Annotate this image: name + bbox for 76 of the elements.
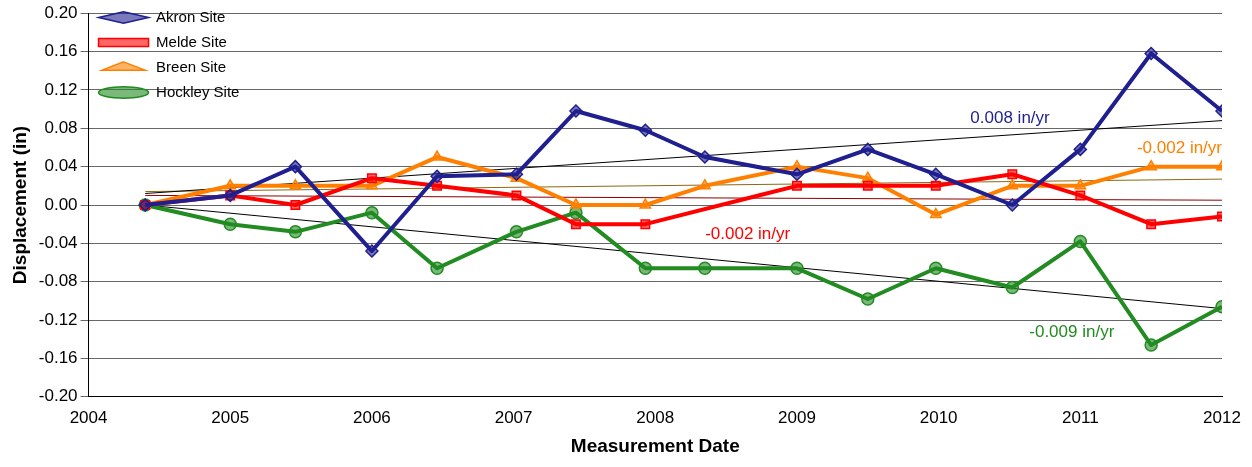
point <box>1146 219 1157 230</box>
point <box>639 198 652 209</box>
point <box>569 104 583 118</box>
point <box>638 261 653 276</box>
point <box>509 225 524 239</box>
y-tick-label: -0.20 <box>38 386 78 406</box>
y-tick-label: -0.12 <box>38 309 78 329</box>
point <box>1007 169 1018 180</box>
point <box>223 217 237 231</box>
point <box>1075 190 1086 201</box>
x-tick-label: 2008 <box>636 407 675 427</box>
point <box>431 150 444 161</box>
y-axis-title: Displacement (in) <box>8 125 30 285</box>
point <box>929 207 942 219</box>
point <box>1005 280 1020 295</box>
point <box>1144 338 1158 352</box>
point <box>432 180 443 191</box>
legend-label: Melde Site <box>156 32 227 50</box>
point <box>861 292 875 306</box>
y-tick-label: 0.12 <box>44 79 78 99</box>
point <box>1145 159 1158 171</box>
point <box>929 261 943 276</box>
point <box>1073 142 1088 157</box>
annotation: 0.008 in/yr <box>970 107 1051 127</box>
point <box>430 169 444 183</box>
point <box>698 179 711 190</box>
x-tick-label: 2011 <box>1062 407 1099 427</box>
point <box>791 180 802 191</box>
point <box>289 179 302 190</box>
annotation: -0.002 in/yr <box>705 223 791 243</box>
y-tick-label: 0.00 <box>44 194 78 214</box>
point <box>224 179 237 190</box>
point <box>288 225 303 239</box>
point <box>862 180 873 191</box>
x-tick-label: 2004 <box>69 407 108 427</box>
point <box>640 219 651 230</box>
legend-label: Breen Site <box>156 57 227 75</box>
point <box>861 142 875 157</box>
y-tick-label: 0.16 <box>44 41 78 61</box>
point <box>1006 179 1019 190</box>
x-tick-label: 2005 <box>211 407 250 427</box>
point <box>290 200 301 210</box>
y-tick-label: -0.16 <box>38 348 78 368</box>
point <box>570 219 581 230</box>
point <box>790 261 804 276</box>
y-tick-label: -0.04 <box>38 233 78 253</box>
point <box>929 167 943 182</box>
point <box>365 244 379 258</box>
point <box>511 190 522 201</box>
point <box>790 167 804 182</box>
point <box>698 150 712 164</box>
point <box>698 261 712 276</box>
x-axis-title: Measurement Date <box>570 434 740 456</box>
point <box>638 123 653 137</box>
annotation: -0.002 in/yr <box>1136 137 1223 157</box>
point <box>930 180 941 191</box>
point <box>861 171 874 182</box>
x-tick-label: 2007 <box>494 407 533 427</box>
x-tick-label: 2010 <box>919 407 958 427</box>
y-tick-label: 0.08 <box>44 117 78 137</box>
point <box>569 198 582 209</box>
point <box>1005 198 1020 212</box>
point <box>1073 234 1088 249</box>
point <box>430 261 444 276</box>
y-tick-label: -0.08 <box>38 271 78 291</box>
point <box>1144 46 1158 61</box>
point <box>366 173 377 184</box>
x-tick-label: 2012 <box>1203 407 1241 427</box>
point <box>365 205 379 220</box>
y-tick-label: 0.04 <box>44 156 78 176</box>
point <box>288 159 303 174</box>
x-tick-label: 2006 <box>353 407 391 427</box>
point <box>1074 179 1087 190</box>
annotation: -0.009 in/yr <box>1029 321 1115 341</box>
x-tick-label: 2009 <box>778 407 816 427</box>
y-tick-label: 0.20 <box>44 2 78 22</box>
